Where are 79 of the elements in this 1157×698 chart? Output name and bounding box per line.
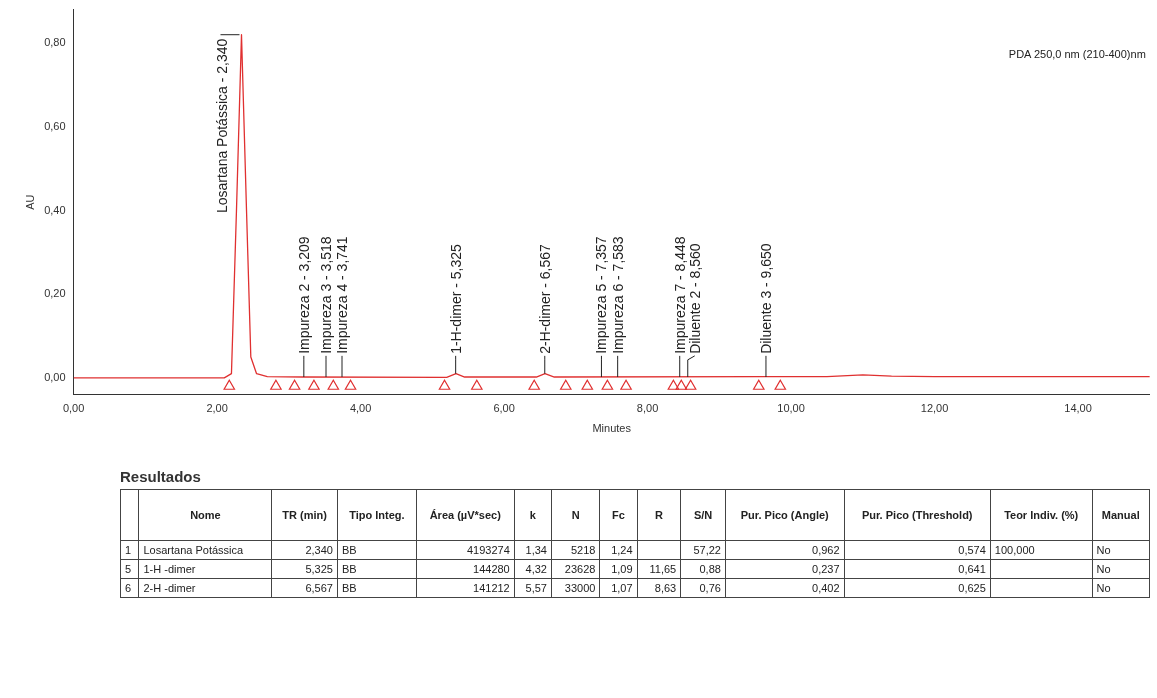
annotation: 1-H-dimer - 5,325 — [447, 243, 464, 354]
text: 2-H -dimer — [143, 582, 196, 594]
text: 5 — [125, 563, 132, 575]
x-tick-label: 12,00 — [920, 402, 949, 415]
text: 0,641 — [958, 563, 986, 575]
text: 141212 — [473, 582, 510, 594]
y-tick-label: 0,20 — [44, 287, 66, 300]
text: 23628 — [564, 563, 596, 575]
text: 144280 — [473, 563, 510, 575]
x-tick-label: 14,00 — [1064, 402, 1092, 415]
category-label: S/N — [680, 489, 726, 541]
category-label: TR (min) — [271, 489, 338, 541]
text: 1-H -dimer — [143, 563, 196, 575]
y-axis-title: AU — [23, 194, 36, 210]
x-axis-title: Minutes — [592, 422, 632, 435]
text: 8,63 — [654, 582, 677, 594]
annotation: Impureza 2 - 3,209 — [295, 236, 312, 354]
text: 1,07 — [611, 582, 633, 594]
category-label: R — [637, 489, 681, 541]
x-tick-label: 0,00 — [62, 402, 85, 415]
category-label: Pur. Pico (Angle) — [725, 489, 845, 541]
category-label: N — [551, 489, 600, 541]
text: 6 — [125, 582, 132, 594]
text: 1,09 — [611, 563, 633, 575]
text: 11,65 — [649, 563, 677, 575]
text: 1,34 — [525, 544, 547, 556]
annotation: Impureza 7 - 8,448 — [671, 236, 688, 354]
y-tick-label: 0,60 — [44, 119, 66, 132]
category-label: Pur. Pico (Threshold) — [844, 489, 991, 541]
x-tick-label: 2,00 — [206, 402, 228, 415]
annotation: Impureza 4 - 3,741 — [334, 236, 351, 354]
text: BB — [341, 582, 357, 594]
category-label: k — [514, 489, 552, 541]
y-tick-label: 0,40 — [44, 203, 66, 216]
text: 0,76 — [699, 582, 721, 594]
text: BB — [341, 563, 357, 575]
text: 100,000 — [994, 544, 1035, 556]
text: 0,625 — [958, 582, 986, 594]
x-tick-label: 4,00 — [349, 402, 372, 415]
x-tick-label: 10,00 — [777, 402, 805, 415]
text: Losartana Potássica — [143, 544, 244, 556]
text: 57,22 — [693, 544, 721, 556]
annotation: Losartana Potássica - 2,340 — [214, 38, 231, 214]
text: BB — [341, 544, 357, 556]
text: 6,567 — [305, 582, 333, 594]
text: 2,340 — [305, 544, 333, 556]
category-label: Teor Indiv. (%) — [990, 489, 1093, 541]
text: No — [1096, 563, 1111, 575]
x-tick-label: 6,00 — [493, 402, 515, 415]
text: 4,32 — [525, 563, 547, 575]
annotation: PDA 250,0 nm (210-400)nm — [1008, 48, 1146, 61]
text: 1 — [125, 544, 132, 556]
text: 1,24 — [611, 544, 633, 556]
category-label: Fc — [599, 489, 638, 541]
text: 33000 — [564, 582, 596, 594]
category-label: Área (µV*sec) — [416, 489, 515, 541]
text: Resultados — [120, 468, 202, 485]
annotation: Impureza 3 - 3,518 — [318, 236, 335, 354]
text: 0,88 — [699, 563, 721, 575]
text: 5,325 — [305, 563, 333, 575]
text: 0,574 — [958, 544, 986, 556]
y-tick-label: 0,00 — [44, 370, 66, 383]
text: No — [1096, 544, 1111, 556]
text: 0,402 — [812, 582, 840, 594]
annotation: 2-H-dimer - 6,567 — [536, 243, 553, 354]
text: 4193274 — [466, 544, 510, 556]
category-label: Tipo Integ. — [337, 489, 417, 541]
x-tick-label: 8,00 — [636, 402, 659, 415]
category-label: Nome — [138, 489, 272, 541]
text: No — [1096, 582, 1111, 594]
annotation: Diluente 3 - 9,650 — [757, 243, 774, 354]
text: 0,962 — [812, 544, 840, 556]
text: 5,57 — [525, 582, 547, 594]
text: 5218 — [570, 544, 596, 556]
annotation: Impureza 5 - 7,357 — [593, 236, 610, 354]
category-label: Manual — [1092, 489, 1150, 541]
text: 0,237 — [812, 563, 840, 575]
y-tick-label: 0,80 — [44, 36, 66, 49]
annotation: Impureza 6 - 7,583 — [609, 236, 626, 354]
